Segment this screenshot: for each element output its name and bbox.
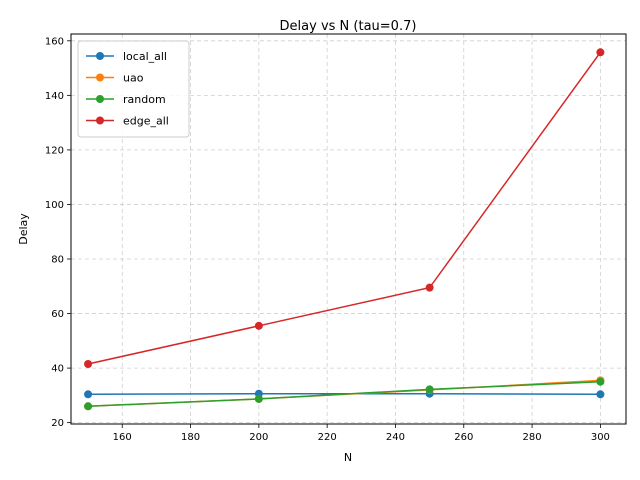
x-tick-label: 180 (181, 432, 200, 443)
x-tick-label: 280 (523, 432, 542, 443)
y-tick-label: 140 (45, 91, 64, 102)
y-axis-label: Delay (17, 213, 30, 245)
data-point-edge_all (84, 360, 93, 368)
legend-marker (96, 73, 104, 82)
y-tick-label: 80 (51, 255, 64, 266)
x-tick-label: 240 (386, 432, 405, 443)
legend-label-random: random (123, 93, 166, 106)
y-tick-label: 40 (51, 364, 64, 375)
y-tick-label: 120 (45, 145, 64, 156)
legend-label-edge_all: edge_all (123, 115, 169, 128)
chart-title: Delay vs N (tau=0.7) (280, 19, 417, 34)
y-tick-label: 60 (51, 309, 64, 320)
plot-frame (70, 33, 627, 425)
data-point-local_all (596, 390, 605, 399)
legend-marker (96, 95, 104, 103)
data-point-edge_all (254, 321, 263, 330)
legend-marker (96, 52, 104, 60)
data-point-edge_all (425, 283, 434, 292)
x-tick-label: 300 (591, 432, 610, 443)
legend-box (77, 40, 190, 138)
x-tick-label: 220 (318, 432, 337, 443)
x-tick-label: 260 (454, 432, 473, 443)
series-random (84, 377, 605, 411)
y-tick-label: 160 (45, 36, 64, 47)
data-point-random (84, 402, 93, 411)
data-point-random (254, 394, 263, 403)
x-axis-label: N (344, 451, 352, 464)
data-point-local_all (84, 390, 93, 399)
x-tick-label: 200 (249, 432, 268, 443)
data-point-edge_all (596, 48, 605, 57)
data-point-random (596, 377, 605, 386)
y-tick-label: 100 (45, 200, 64, 211)
x-tick-label: 160 (113, 432, 132, 443)
data-point-random (425, 385, 434, 394)
legend-label-uao: uao (123, 72, 144, 85)
series-line-random (88, 380, 601, 408)
series-edge_all (84, 48, 605, 368)
series-line-edge_all (87, 51, 601, 365)
y-tick-label: 20 (51, 418, 64, 429)
series-layer (84, 48, 605, 411)
axis-ticks: 160 180 200 220 240 260 280 300 20 40 60 80 100 120 14… (45, 36, 610, 443)
legend-label-local_all: local_all (123, 50, 167, 63)
legend-marker (96, 116, 104, 125)
